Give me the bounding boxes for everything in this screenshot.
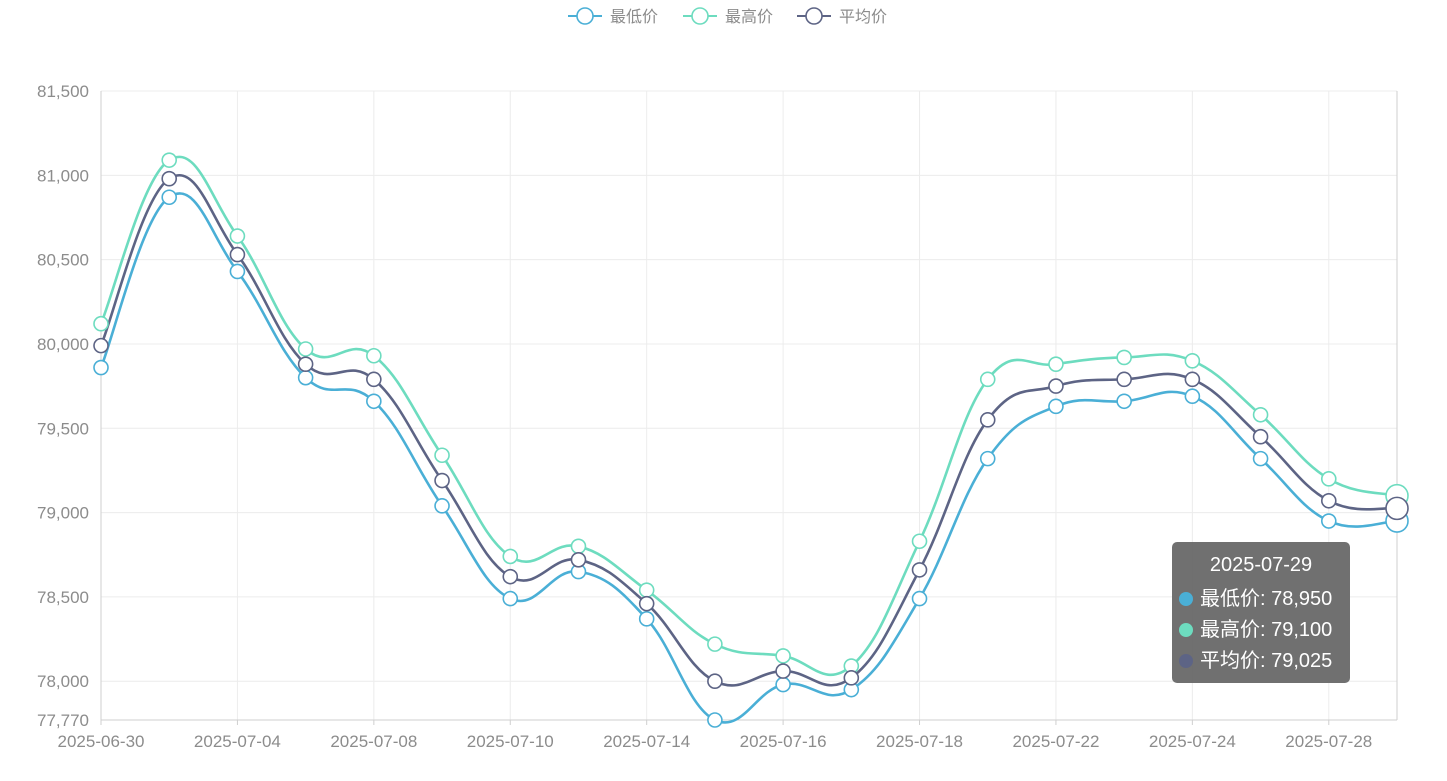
tooltip-row-min: 最低价: 78,950 <box>1172 584 1350 615</box>
data-point <box>502 548 519 565</box>
data-point <box>366 347 382 364</box>
data-point <box>1320 492 1337 509</box>
data-point <box>911 533 928 550</box>
x-tick-label: 2025-07-18 <box>876 732 963 751</box>
data-point <box>161 189 178 206</box>
y-tick-label: 78,000 <box>37 672 89 691</box>
data-point <box>911 562 928 578</box>
legend: 最低价 最高价 平均价 <box>568 7 887 26</box>
data-point <box>502 590 519 607</box>
data-point <box>93 337 109 354</box>
x-tick-label: 2025-07-28 <box>1285 732 1372 751</box>
x-tick-label: 2025-07-10 <box>467 732 554 751</box>
tooltip-dot-max <box>1179 623 1193 637</box>
data-point <box>570 538 587 555</box>
data-point <box>1385 496 1409 521</box>
tooltip-label-avg: 平均价: 79,025 <box>1200 650 1333 672</box>
data-point <box>1320 513 1337 529</box>
tooltip: 2025-07-29 最低价: 78,950 最高价: 79,100 平均价: … <box>1172 542 1350 683</box>
data-point <box>434 498 450 514</box>
data-point <box>297 356 314 372</box>
y-tick-label: 77,770 <box>37 711 89 730</box>
data-point <box>229 228 246 244</box>
data-point <box>1252 406 1269 423</box>
x-tick-label: 2025-07-08 <box>330 732 417 751</box>
data-point <box>1116 371 1132 388</box>
data-point <box>638 611 655 627</box>
data-point <box>1048 398 1064 415</box>
data-point <box>911 590 928 607</box>
data-point <box>297 341 314 357</box>
data-point <box>229 263 246 280</box>
y-tick-label: 79,000 <box>37 504 89 523</box>
x-tick-label: 2025-06-30 <box>58 732 145 751</box>
data-point <box>93 359 109 376</box>
data-point <box>775 676 791 693</box>
legend-circle-icon <box>576 7 594 25</box>
data-point <box>1252 428 1269 445</box>
y-tick-label: 80,000 <box>37 335 89 354</box>
data-point <box>979 412 996 428</box>
data-point <box>1116 349 1132 366</box>
data-point <box>775 648 791 664</box>
legend-circle-icon <box>805 7 823 25</box>
legend-label: 最低价 <box>610 8 658 26</box>
tick-labels: 77,770 78,000 78,500 79,000 79,500 80,000 80,5… <box>37 82 1372 751</box>
tooltip-label-min: 最低价: 78,950 <box>1200 588 1333 610</box>
series-points <box>93 152 1409 728</box>
tooltip-row-avg: 平均价: 79,025 <box>1172 646 1350 677</box>
y-tick-label: 81,500 <box>37 82 89 101</box>
x-tick-label: 2025-07-16 <box>740 732 827 751</box>
legend-label: 最高价 <box>725 8 773 26</box>
data-point <box>1048 378 1064 394</box>
x-tick-label: 2025-07-14 <box>603 732 690 751</box>
data-point <box>843 670 860 686</box>
data-point <box>366 371 382 388</box>
data-point <box>707 673 723 690</box>
data-point <box>161 170 178 187</box>
tooltip-row-max: 最高价: 79,100 <box>1172 615 1350 646</box>
y-tick-label: 80,500 <box>37 251 89 270</box>
data-point <box>161 152 178 168</box>
data-point <box>1252 450 1269 467</box>
x-tick-label: 2025-07-24 <box>1149 732 1236 751</box>
x-tick-label: 2025-07-04 <box>194 732 281 751</box>
data-point <box>434 447 450 464</box>
y-tick-label: 81,000 <box>37 166 89 185</box>
legend-circle-icon <box>691 7 709 25</box>
axes <box>100 91 1398 725</box>
x-tick-label: 2025-07-22 <box>1012 732 1099 751</box>
tooltip-title: 2025-07-29 <box>1209 554 1313 576</box>
data-point <box>229 246 246 263</box>
tooltip-dot-min <box>1179 592 1193 606</box>
data-point <box>366 393 382 410</box>
data-point <box>1184 353 1201 369</box>
data-point <box>979 450 996 467</box>
data-point <box>1116 393 1132 410</box>
data-point <box>638 582 655 598</box>
y-tick-label: 78,500 <box>37 588 89 607</box>
data-point <box>1048 356 1064 372</box>
data-point <box>434 472 450 489</box>
data-point <box>979 371 996 388</box>
y-tick-label: 79,500 <box>37 419 89 438</box>
data-point <box>1184 388 1201 405</box>
data-point <box>1184 371 1201 388</box>
legend-label: 平均价 <box>839 8 887 26</box>
grid-lines <box>101 90 1397 720</box>
data-point <box>1320 471 1337 487</box>
data-point <box>570 551 587 568</box>
tooltip-dot-avg <box>1179 654 1193 668</box>
data-point <box>775 663 791 679</box>
data-point <box>707 636 723 652</box>
data-point <box>93 315 109 332</box>
data-point <box>638 595 655 612</box>
data-point <box>297 369 314 386</box>
data-point <box>707 712 723 728</box>
tooltip-label-max: 最高价: 79,100 <box>1200 619 1333 641</box>
data-point <box>502 568 519 585</box>
